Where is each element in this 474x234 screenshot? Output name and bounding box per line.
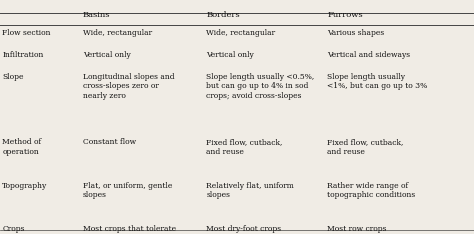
Text: Borders: Borders [206,11,240,18]
Text: Rather wide range of
topographic conditions: Rather wide range of topographic conditi… [327,182,415,199]
Text: Furrows: Furrows [327,11,363,18]
Text: Slope length usually <0.5%,
but can go up to 4% in sod
crops; avoid cross-slopes: Slope length usually <0.5%, but can go u… [206,73,314,100]
Text: Topography: Topography [2,182,47,190]
Text: Slope length usually
<1%, but can go up to 3%: Slope length usually <1%, but can go up … [327,73,427,90]
Text: Flow section: Flow section [2,29,51,37]
Text: Slope: Slope [2,73,24,81]
Text: Crops: Crops [2,225,25,233]
Text: Vertical only: Vertical only [83,51,131,59]
Text: Fixed flow, cutback,
and reuse: Fixed flow, cutback, and reuse [206,138,283,156]
Text: Longitudinal slopes and
cross-slopes zero or
nearly zero: Longitudinal slopes and cross-slopes zer… [83,73,174,100]
Text: Various shapes: Various shapes [327,29,384,37]
Text: Fixed flow, cutback,
and reuse: Fixed flow, cutback, and reuse [327,138,403,156]
Text: Basins: Basins [83,11,110,18]
Text: Most crops that tolerate
some inundation;
narrowly-spaced crops;
orchards; rice: Most crops that tolerate some inundation… [83,225,176,234]
Text: Method of
operation: Method of operation [2,138,42,156]
Text: Relatively flat, uniform
slopes: Relatively flat, uniform slopes [206,182,294,199]
Text: Vertical only: Vertical only [206,51,254,59]
Text: Flat, or uniform, gentle
slopes: Flat, or uniform, gentle slopes [83,182,173,199]
Text: Most row crops: Most row crops [327,225,387,233]
Text: Most dry-foot crops: Most dry-foot crops [206,225,281,233]
Text: Wide, rectangular: Wide, rectangular [83,29,152,37]
Text: Infiltration: Infiltration [2,51,44,59]
Text: Constant flow: Constant flow [83,138,136,146]
Text: Wide, rectangular: Wide, rectangular [206,29,275,37]
Text: Vertical and sideways: Vertical and sideways [327,51,410,59]
